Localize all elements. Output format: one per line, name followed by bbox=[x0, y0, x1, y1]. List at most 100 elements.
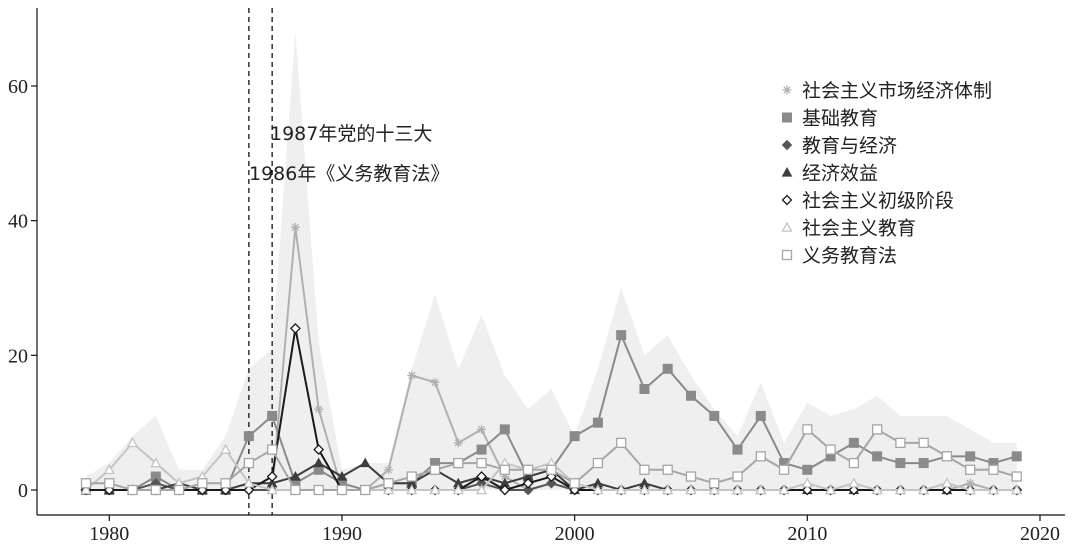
series-1-point-2013 bbox=[872, 451, 883, 462]
y-tick-label-0: 0 bbox=[18, 480, 28, 502]
series-5-point-2011 bbox=[824, 484, 837, 495]
series-1-point-1987 bbox=[267, 410, 278, 421]
series-1-point-2004 bbox=[662, 363, 673, 374]
annotation-1986: 1986年《义务教育法》 bbox=[249, 163, 449, 185]
series-5-point-2012 bbox=[848, 477, 860, 488]
series-5-point-1992 bbox=[382, 484, 395, 495]
annotation-1987: 1987年党的十三大 bbox=[270, 123, 432, 145]
series-0-point-1996 bbox=[477, 424, 487, 434]
series-6-point-2003 bbox=[639, 464, 650, 475]
series-0-point-1988 bbox=[290, 222, 300, 232]
series-4-point-1987 bbox=[266, 471, 278, 482]
series-5-point-2001 bbox=[592, 484, 604, 495]
legend-label-6: 义务教育法 bbox=[802, 245, 897, 267]
legend-item-6: 义务教育法 bbox=[781, 245, 897, 267]
series-6-point-2014 bbox=[895, 437, 906, 449]
series-6-point-2007 bbox=[732, 471, 743, 482]
series-3-point-1990 bbox=[336, 471, 348, 481]
series-6-point-1999 bbox=[546, 464, 557, 475]
series-5-point-1981 bbox=[126, 437, 139, 448]
annotations: 1987年党的十三大 1986年《义务教育法》 bbox=[249, 123, 449, 185]
series-5-point-2009 bbox=[778, 484, 790, 495]
series-6-point-1988 bbox=[290, 484, 301, 496]
series-6-point-2010 bbox=[802, 424, 813, 435]
series-1-point-2019 bbox=[1011, 451, 1022, 462]
series-6-point-1995 bbox=[453, 457, 464, 469]
series-3-point-1991 bbox=[359, 457, 371, 468]
series-5-point-2005 bbox=[685, 484, 697, 495]
series-2-point-1999 bbox=[546, 478, 557, 489]
x-tick-label-2010: 2010 bbox=[787, 523, 827, 545]
series-5-point-2003 bbox=[638, 484, 651, 495]
series-5-point-2019 bbox=[1011, 484, 1023, 495]
series-5-point-2013 bbox=[871, 484, 883, 495]
series-6-point-1980 bbox=[104, 478, 115, 489]
series-1-point-2015 bbox=[918, 458, 929, 469]
x-tick-label-1990: 1990 bbox=[322, 523, 362, 545]
series-5-point-2002 bbox=[615, 484, 627, 495]
series-1-point-2012 bbox=[848, 437, 859, 448]
total-area bbox=[86, 32, 1017, 491]
series-1-point-2008 bbox=[755, 410, 766, 421]
series-5-point-1985 bbox=[220, 443, 232, 454]
series-5-point-1993 bbox=[406, 484, 418, 495]
series-6-point-1985 bbox=[220, 478, 231, 489]
series-2-point-1998 bbox=[522, 484, 534, 496]
series-6-point-2008 bbox=[755, 451, 766, 462]
series-4-point-1997 bbox=[499, 484, 511, 496]
legend-marker-5 bbox=[781, 221, 793, 232]
legend-item-4: 社会主义初级阶段 bbox=[781, 190, 954, 212]
series-6-point-2017 bbox=[965, 464, 976, 475]
series-6-point-2004 bbox=[662, 464, 673, 475]
y-tick-label-60: 60 bbox=[8, 76, 28, 98]
series-4-point-2016 bbox=[941, 484, 953, 496]
series-4-point-1986 bbox=[243, 484, 255, 496]
series-6-point-2016 bbox=[941, 451, 953, 462]
x-tick-label-2000: 2000 bbox=[555, 523, 595, 545]
series-6-point-2019 bbox=[1011, 471, 1022, 482]
series-6-point-1991 bbox=[360, 484, 371, 496]
legend-label-1: 基础教育 bbox=[802, 108, 878, 130]
series-4-point-1989 bbox=[313, 444, 325, 456]
legend: 社会主义市场经济体制基础教育教育与经济经济效益社会主义初级阶段社会主义教育义务教… bbox=[781, 80, 992, 267]
series-0-point-1994 bbox=[430, 377, 440, 387]
series-6-point-2013 bbox=[871, 424, 883, 435]
series-0-point-1993 bbox=[407, 371, 417, 381]
series-5-point-2017 bbox=[964, 484, 976, 495]
axes: 1980 1990 2000 2010 2020 0 20 40 60 bbox=[8, 8, 1065, 545]
series-4-point-1996 bbox=[476, 471, 487, 482]
series-6-point-2011 bbox=[825, 444, 836, 455]
series-5-point-1994 bbox=[429, 484, 441, 495]
series-6-point-2005 bbox=[685, 471, 697, 482]
series-6-point-1986 bbox=[243, 457, 255, 469]
series-6-point-2009 bbox=[778, 464, 790, 475]
legend-marker-0 bbox=[782, 85, 792, 95]
series-6-point-1979 bbox=[80, 478, 92, 489]
series-0-point-1989 bbox=[314, 404, 324, 414]
series-6-point-1982 bbox=[150, 484, 161, 496]
series-6-point-2018 bbox=[988, 464, 999, 475]
series-0-point-1995 bbox=[453, 438, 463, 448]
series-6-point-1994 bbox=[429, 464, 441, 475]
series-6-point-1997 bbox=[499, 464, 510, 475]
series-6-point-2001 bbox=[592, 457, 604, 469]
series-6-point-1989 bbox=[313, 484, 324, 496]
series-1-point-2014 bbox=[895, 458, 906, 469]
series-6-point-1990 bbox=[336, 484, 348, 496]
series-6-point-1987 bbox=[266, 444, 278, 455]
series-1-point-2005 bbox=[685, 390, 696, 401]
series-6-point-2000 bbox=[569, 478, 580, 489]
series-5-point-1982 bbox=[150, 457, 162, 468]
series-6-point-1998 bbox=[522, 464, 534, 475]
series-4-point-2010 bbox=[801, 484, 813, 496]
series-1-point-2007 bbox=[732, 444, 743, 455]
legend-label-0: 社会主义市场经济体制 bbox=[802, 80, 992, 102]
series-4-point-2012 bbox=[848, 484, 860, 496]
legend-label-2: 教育与经济 bbox=[802, 135, 897, 157]
total-area-layer bbox=[86, 32, 1017, 491]
legend-item-0: 社会主义市场经济体制 bbox=[782, 80, 992, 102]
series-6-point-1993 bbox=[406, 471, 417, 482]
series-1-point-2002 bbox=[616, 330, 627, 341]
